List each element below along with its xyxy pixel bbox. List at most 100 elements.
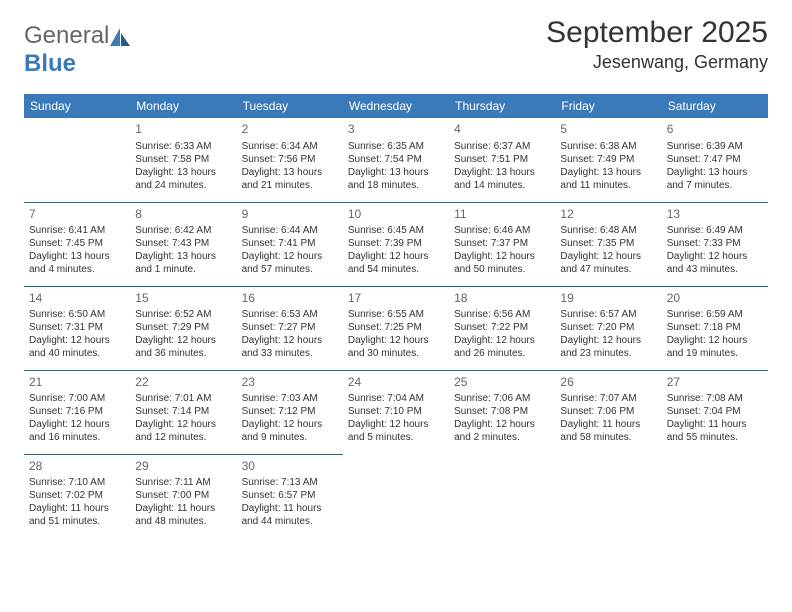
calendar-day-cell: 24Sunrise: 7:04 AMSunset: 7:10 PMDayligh… xyxy=(343,370,449,454)
sunrise-line: Sunrise: 6:59 AM xyxy=(667,308,763,321)
sunrise-line: Sunrise: 6:45 AM xyxy=(348,224,444,237)
daylight-line: Daylight: 12 hours xyxy=(348,334,444,347)
daylight-line: and 21 minutes. xyxy=(242,179,338,192)
daylight-line: Daylight: 13 hours xyxy=(135,166,231,179)
sunrise-line: Sunrise: 6:42 AM xyxy=(135,224,231,237)
sunrise-line: Sunrise: 6:56 AM xyxy=(454,308,550,321)
daylight-line: Daylight: 12 hours xyxy=(454,250,550,263)
sunrise-line: Sunrise: 6:33 AM xyxy=(135,140,231,153)
sunset-line: Sunset: 7:41 PM xyxy=(242,237,338,250)
day-header: Saturday xyxy=(662,94,768,118)
day-number: 24 xyxy=(348,375,444,391)
sunset-line: Sunset: 7:56 PM xyxy=(242,153,338,166)
sunset-line: Sunset: 7:08 PM xyxy=(454,405,550,418)
header: General Blue September 2025 Jesenwang, G… xyxy=(24,16,768,86)
sunrise-line: Sunrise: 7:01 AM xyxy=(135,392,231,405)
day-number: 20 xyxy=(667,291,763,307)
daylight-line: and 14 minutes. xyxy=(454,179,550,192)
calendar-day-cell: 2Sunrise: 6:34 AMSunset: 7:56 PMDaylight… xyxy=(237,118,343,202)
sunrise-line: Sunrise: 7:11 AM xyxy=(135,476,231,489)
daylight-line: Daylight: 12 hours xyxy=(667,334,763,347)
daylight-line: and 19 minutes. xyxy=(667,347,763,360)
calendar-day-cell: 3Sunrise: 6:35 AMSunset: 7:54 PMDaylight… xyxy=(343,118,449,202)
sunrise-line: Sunrise: 6:46 AM xyxy=(454,224,550,237)
sunset-line: Sunset: 7:00 PM xyxy=(135,489,231,502)
sunrise-line: Sunrise: 7:10 AM xyxy=(29,476,125,489)
daylight-line: and 40 minutes. xyxy=(29,347,125,360)
daylight-line: Daylight: 13 hours xyxy=(135,250,231,263)
daylight-line: Daylight: 11 hours xyxy=(560,418,656,431)
daylight-line: and 57 minutes. xyxy=(242,263,338,276)
sunrise-line: Sunrise: 6:57 AM xyxy=(560,308,656,321)
calendar-day-cell: 26Sunrise: 7:07 AMSunset: 7:06 PMDayligh… xyxy=(555,370,661,454)
daylight-line: Daylight: 12 hours xyxy=(348,250,444,263)
daylight-line: and 30 minutes. xyxy=(348,347,444,360)
day-number: 2 xyxy=(242,122,338,138)
logo-text-1: General xyxy=(24,22,109,49)
sunrise-line: Sunrise: 7:07 AM xyxy=(560,392,656,405)
calendar-day-cell: 15Sunrise: 6:52 AMSunset: 7:29 PMDayligh… xyxy=(130,286,236,370)
daylight-line: and 50 minutes. xyxy=(454,263,550,276)
day-number: 22 xyxy=(135,375,231,391)
daylight-line: Daylight: 11 hours xyxy=(135,502,231,515)
day-number: 12 xyxy=(560,207,656,223)
daylight-line: Daylight: 12 hours xyxy=(454,334,550,347)
day-header: Friday xyxy=(555,94,661,118)
daylight-line: and 7 minutes. xyxy=(667,179,763,192)
calendar-day-cell xyxy=(343,454,449,538)
sunset-line: Sunset: 7:22 PM xyxy=(454,321,550,334)
day-number: 5 xyxy=(560,122,656,138)
sunset-line: Sunset: 7:33 PM xyxy=(667,237,763,250)
day-number: 16 xyxy=(242,291,338,307)
daylight-line: and 54 minutes. xyxy=(348,263,444,276)
calendar-day-cell: 22Sunrise: 7:01 AMSunset: 7:14 PMDayligh… xyxy=(130,370,236,454)
day-number: 21 xyxy=(29,375,125,391)
day-number: 28 xyxy=(29,459,125,475)
daylight-line: and 16 minutes. xyxy=(29,431,125,444)
calendar-day-cell: 25Sunrise: 7:06 AMSunset: 7:08 PMDayligh… xyxy=(449,370,555,454)
sunset-line: Sunset: 7:51 PM xyxy=(454,153,550,166)
day-number: 14 xyxy=(29,291,125,307)
day-number: 25 xyxy=(454,375,550,391)
calendar-day-cell: 29Sunrise: 7:11 AMSunset: 7:00 PMDayligh… xyxy=(130,454,236,538)
calendar-day-cell xyxy=(555,454,661,538)
sunset-line: Sunset: 7:18 PM xyxy=(667,321,763,334)
daylight-line: and 36 minutes. xyxy=(135,347,231,360)
sunset-line: Sunset: 7:43 PM xyxy=(135,237,231,250)
day-number: 17 xyxy=(348,291,444,307)
daylight-line: and 23 minutes. xyxy=(560,347,656,360)
day-header: Monday xyxy=(130,94,236,118)
sunrise-line: Sunrise: 7:06 AM xyxy=(454,392,550,405)
calendar-week-row: 21Sunrise: 7:00 AMSunset: 7:16 PMDayligh… xyxy=(24,370,768,454)
sunset-line: Sunset: 7:25 PM xyxy=(348,321,444,334)
sunrise-line: Sunrise: 6:38 AM xyxy=(560,140,656,153)
sunrise-line: Sunrise: 6:49 AM xyxy=(667,224,763,237)
sunset-line: Sunset: 7:16 PM xyxy=(29,405,125,418)
sunset-line: Sunset: 7:12 PM xyxy=(242,405,338,418)
calendar-day-cell: 19Sunrise: 6:57 AMSunset: 7:20 PMDayligh… xyxy=(555,286,661,370)
daylight-line: and 26 minutes. xyxy=(454,347,550,360)
calendar-day-cell: 20Sunrise: 6:59 AMSunset: 7:18 PMDayligh… xyxy=(662,286,768,370)
month-title: September 2025 xyxy=(546,16,768,50)
sunset-line: Sunset: 7:45 PM xyxy=(29,237,125,250)
daylight-line: and 51 minutes. xyxy=(29,515,125,528)
sunset-line: Sunset: 7:39 PM xyxy=(348,237,444,250)
calendar-day-cell xyxy=(449,454,555,538)
sunset-line: Sunset: 7:27 PM xyxy=(242,321,338,334)
calendar-day-cell: 7Sunrise: 6:41 AMSunset: 7:45 PMDaylight… xyxy=(24,202,130,286)
sunrise-line: Sunrise: 6:48 AM xyxy=(560,224,656,237)
sunset-line: Sunset: 7:54 PM xyxy=(348,153,444,166)
daylight-line: Daylight: 12 hours xyxy=(348,418,444,431)
sunset-line: Sunset: 7:14 PM xyxy=(135,405,231,418)
day-number: 8 xyxy=(135,207,231,223)
day-number: 9 xyxy=(242,207,338,223)
daylight-line: and 12 minutes. xyxy=(135,431,231,444)
sunrise-line: Sunrise: 6:44 AM xyxy=(242,224,338,237)
calendar-day-cell: 14Sunrise: 6:50 AMSunset: 7:31 PMDayligh… xyxy=(24,286,130,370)
sunset-line: Sunset: 7:10 PM xyxy=(348,405,444,418)
calendar-day-cell: 16Sunrise: 6:53 AMSunset: 7:27 PMDayligh… xyxy=(237,286,343,370)
daylight-line: Daylight: 12 hours xyxy=(242,334,338,347)
location: Jesenwang, Germany xyxy=(546,52,768,73)
calendar-day-cell: 21Sunrise: 7:00 AMSunset: 7:16 PMDayligh… xyxy=(24,370,130,454)
daylight-line: Daylight: 12 hours xyxy=(29,418,125,431)
